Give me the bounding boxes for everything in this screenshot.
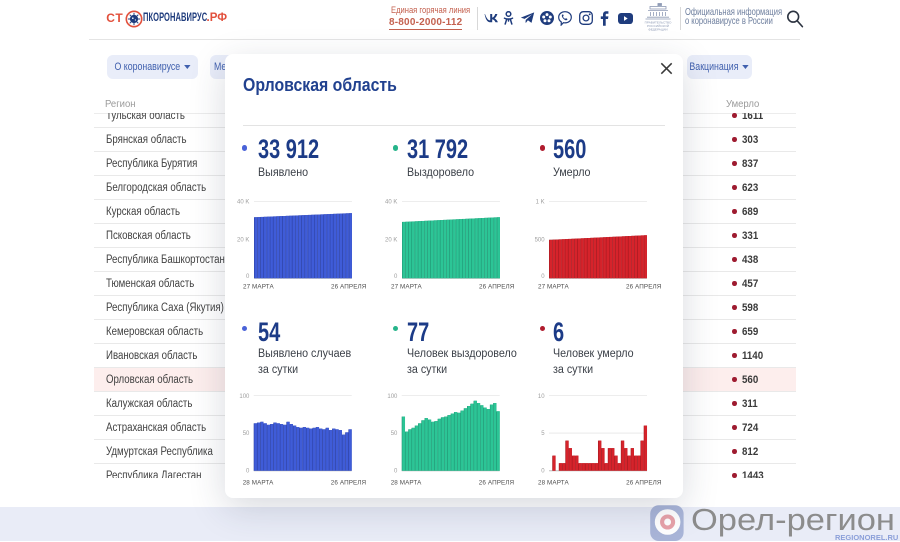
svg-text:50: 50	[391, 431, 398, 437]
svg-text:27 МАРТА: 27 МАРТА	[538, 283, 569, 290]
svg-text:26 АПРЕЛЯ: 26 АПРЕЛЯ	[626, 479, 662, 486]
svg-text:500: 500	[535, 237, 546, 243]
svg-text:ФЕДЕРАЦИИ: ФЕДЕРАЦИИ	[648, 28, 667, 32]
svg-text:26 АПРЕЛЯ: 26 АПРЕЛЯ	[626, 283, 662, 290]
svg-text:40 K: 40 K	[385, 200, 397, 206]
svg-text:26 АПРЕЛЯ: 26 АПРЕЛЯ	[479, 479, 515, 486]
svg-text:100: 100	[387, 394, 398, 400]
svg-text:0: 0	[246, 469, 250, 475]
svg-text:28 МАРТА: 28 МАРТА	[538, 479, 569, 486]
svg-text:28 МАРТА: 28 МАРТА	[391, 479, 422, 486]
svg-text:26 АПРЕЛЯ: 26 АПРЕЛЯ	[331, 283, 367, 290]
svg-text:0: 0	[246, 274, 250, 280]
svg-text:1 K: 1 K	[536, 200, 545, 206]
svg-text:20 K: 20 K	[385, 237, 397, 243]
svg-text:20 K: 20 K	[237, 237, 249, 243]
svg-text:28 МАРТА: 28 МАРТА	[243, 479, 274, 486]
svg-text:27 МАРТА: 27 МАРТА	[391, 283, 422, 290]
svg-text:50: 50	[243, 431, 250, 437]
svg-text:27 МАРТА: 27 МАРТА	[243, 283, 274, 290]
svg-text:0: 0	[541, 274, 545, 280]
svg-text:26 АПРЕЛЯ: 26 АПРЕЛЯ	[479, 283, 515, 290]
svg-text:5: 5	[541, 431, 545, 437]
svg-text:100: 100	[239, 394, 250, 400]
svg-text:10: 10	[538, 394, 545, 400]
svg-text:0: 0	[541, 469, 545, 475]
svg-text:26 АПРЕЛЯ: 26 АПРЕЛЯ	[331, 479, 367, 486]
svg-text:0: 0	[394, 274, 398, 280]
svg-text:0: 0	[394, 469, 398, 475]
svg-text:РОССИЙСКОЙ: РОССИЙСКОЙ	[647, 24, 669, 28]
svg-text:40 K: 40 K	[237, 200, 249, 206]
svg-text:ПРАВИТЕЛЬСТВО: ПРАВИТЕЛЬСТВО	[645, 21, 672, 25]
